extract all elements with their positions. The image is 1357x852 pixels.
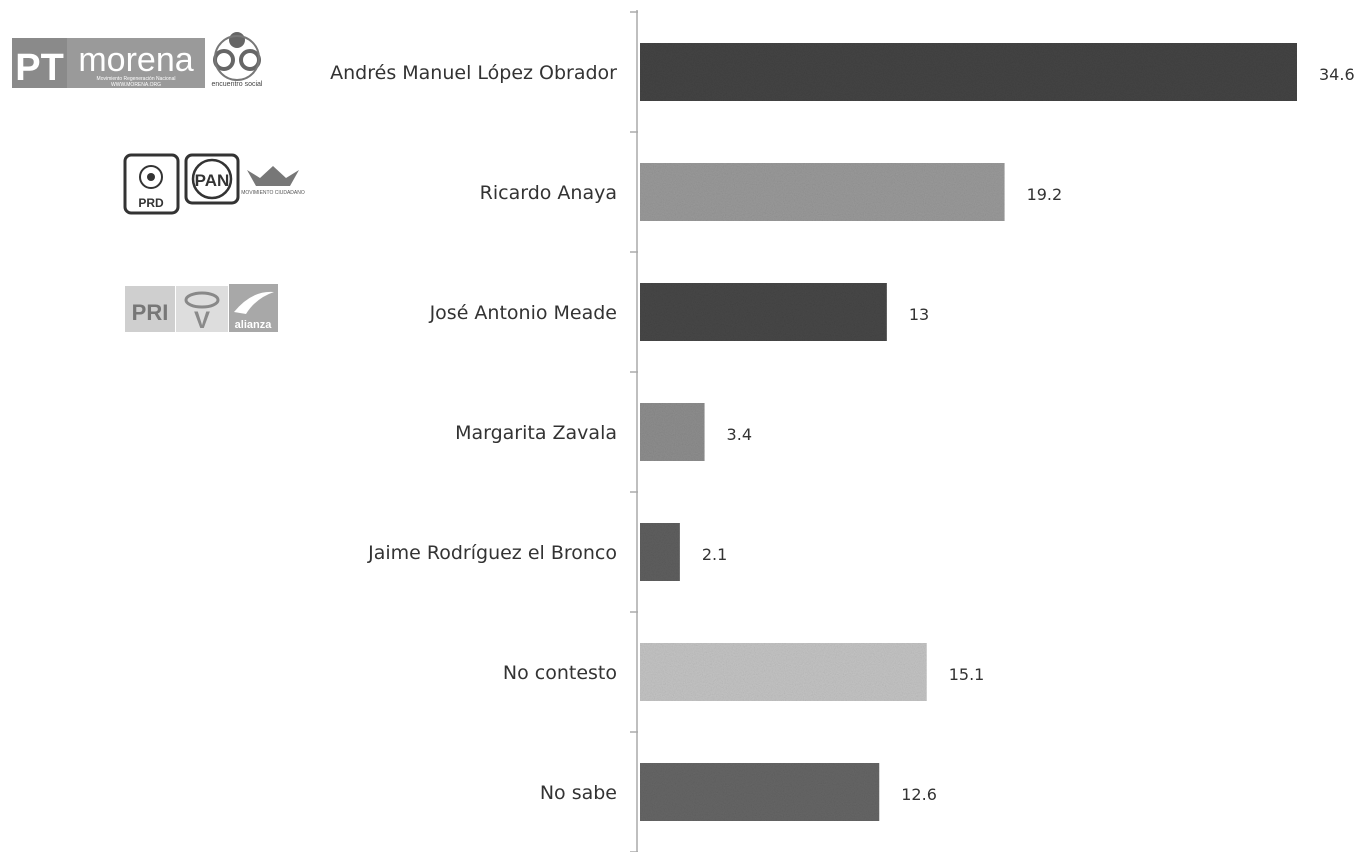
svg-text:WWW.MORENA.ORG: WWW.MORENA.ORG xyxy=(111,82,161,88)
category-label: Margarita Zavala xyxy=(455,422,617,444)
svg-text:encuentro social: encuentro social xyxy=(212,81,263,88)
value-label: 3.4 xyxy=(727,425,752,444)
category-labels: Andrés Manuel López Obrador Ricardo Anaya… xyxy=(330,62,617,804)
logo-group-pt-morena-pes: PT morena Movimiento Regeneración Nacion… xyxy=(12,32,263,89)
bar xyxy=(640,523,680,581)
svg-text:PRI: PRI xyxy=(132,300,169,325)
logo-group-pri-pvem-panal: PRI V alianza xyxy=(125,284,278,334)
category-label: Andrés Manuel López Obrador xyxy=(330,62,617,84)
bar xyxy=(640,403,705,461)
svg-text:alianza: alianza xyxy=(235,319,273,331)
svg-text:PT: PT xyxy=(15,47,64,89)
svg-text:MOVIMIENTO CIUDADANO: MOVIMIENTO CIUDADANO xyxy=(241,190,305,196)
value-label: 34.6 xyxy=(1319,65,1355,84)
logo-group-prd-pan-mc: PRD PAN MOVIMIENTO CIUDADANO xyxy=(125,155,305,213)
pri-logo: PRI xyxy=(125,286,175,332)
bar xyxy=(640,283,887,341)
svg-text:morena: morena xyxy=(78,41,193,79)
bar xyxy=(640,163,1005,221)
svg-text:PAN: PAN xyxy=(195,171,230,190)
bar xyxy=(640,763,879,821)
encuentro-social-logo: encuentro social xyxy=(212,32,263,88)
morena-logo: morena Movimiento Regeneración Nacional … xyxy=(67,38,205,88)
bar xyxy=(640,643,927,701)
pan-logo: PAN xyxy=(186,155,238,203)
value-label: 2.1 xyxy=(702,545,727,564)
category-label: Jaime Rodríguez el Bronco xyxy=(367,542,617,564)
svg-text:PRD: PRD xyxy=(138,196,164,210)
category-label: José Antonio Meade xyxy=(429,302,617,324)
movimiento-ciudadano-logo: MOVIMIENTO CIUDADANO xyxy=(241,166,305,196)
category-label: No sabe xyxy=(540,782,617,804)
svg-text:V: V xyxy=(194,307,210,334)
category-label: No contesto xyxy=(503,662,617,684)
pt-logo: PT xyxy=(12,38,67,89)
value-label: 13 xyxy=(909,305,929,324)
bar xyxy=(640,43,1297,101)
nueva-alianza-logo: alianza xyxy=(229,284,278,332)
prd-logo: PRD xyxy=(125,155,178,213)
value-label: 15.1 xyxy=(949,665,985,684)
value-label: 12.6 xyxy=(901,785,937,804)
category-label: Ricardo Anaya xyxy=(480,182,617,204)
value-label: 19.2 xyxy=(1027,185,1063,204)
partido-verde-logo: V xyxy=(176,286,228,334)
